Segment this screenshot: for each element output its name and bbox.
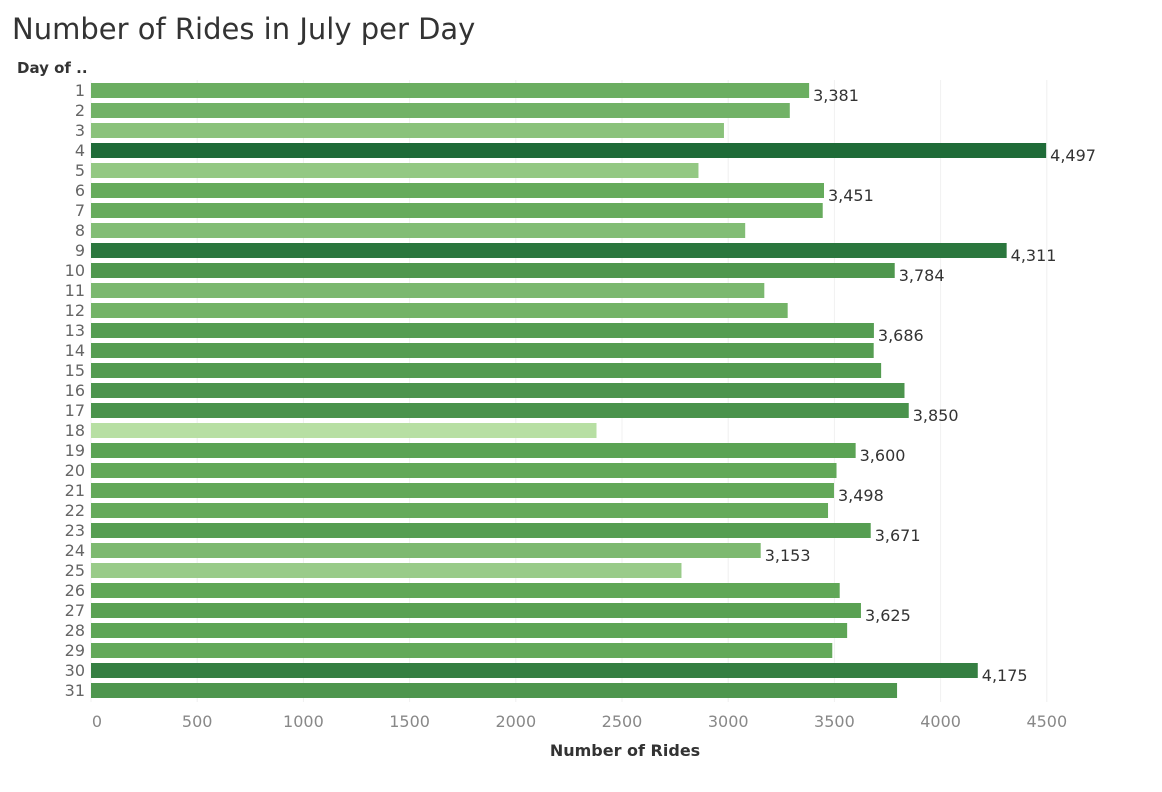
y-tick-label: 2 bbox=[75, 101, 85, 120]
chart-title: Number of Rides in July per Day bbox=[12, 12, 476, 46]
y-tick-label: 12 bbox=[65, 301, 85, 320]
bar[interactable] bbox=[91, 523, 871, 538]
y-tick-label: 31 bbox=[65, 681, 85, 700]
x-tick-label: 4500 bbox=[1026, 712, 1067, 731]
bar[interactable] bbox=[91, 143, 1047, 158]
bar[interactable] bbox=[91, 463, 837, 478]
bar[interactable] bbox=[91, 543, 761, 558]
bar[interactable] bbox=[91, 123, 724, 138]
bar[interactable] bbox=[91, 503, 829, 518]
y-tick-label: 28 bbox=[65, 621, 85, 640]
bar[interactable] bbox=[91, 283, 765, 298]
bar[interactable] bbox=[91, 303, 788, 318]
y-tick-label: 15 bbox=[65, 361, 85, 380]
bar[interactable] bbox=[91, 183, 824, 198]
y-tick-label: 20 bbox=[65, 461, 85, 480]
y-tick-label: 5 bbox=[75, 161, 85, 180]
data-label: 4,175 bbox=[982, 666, 1028, 685]
bar[interactable] bbox=[91, 363, 882, 378]
data-label: 4,311 bbox=[1011, 246, 1057, 265]
y-tick-label: 11 bbox=[65, 281, 85, 300]
bar[interactable] bbox=[91, 623, 848, 638]
bar[interactable] bbox=[91, 663, 978, 678]
x-tick-label: 3000 bbox=[708, 712, 749, 731]
data-label: 3,850 bbox=[913, 406, 959, 425]
bars bbox=[91, 83, 1047, 698]
y-tick-label: 10 bbox=[65, 261, 85, 280]
x-tick-label: 0 bbox=[92, 712, 102, 731]
y-tick-label: 22 bbox=[65, 501, 85, 520]
bar[interactable] bbox=[91, 163, 699, 178]
data-label: 4,497 bbox=[1050, 146, 1096, 165]
bar[interactable] bbox=[91, 83, 810, 98]
bar[interactable] bbox=[91, 603, 861, 618]
x-tick-label: 2000 bbox=[495, 712, 536, 731]
y-tick-label: 27 bbox=[65, 601, 85, 620]
bar[interactable] bbox=[91, 203, 823, 218]
y-tick-label: 14 bbox=[65, 341, 85, 360]
y-tick-label: 9 bbox=[75, 241, 85, 260]
y-tick-label: 16 bbox=[65, 381, 85, 400]
y-tick-label: 6 bbox=[75, 181, 85, 200]
y-tick-label: 1 bbox=[75, 81, 85, 100]
bar[interactable] bbox=[91, 423, 597, 438]
bar[interactable] bbox=[91, 343, 874, 358]
y-tick-label: 25 bbox=[65, 561, 85, 580]
y-tick-label: 30 bbox=[65, 661, 85, 680]
bar[interactable] bbox=[91, 263, 895, 278]
bar[interactable] bbox=[91, 103, 790, 118]
x-tick-label: 3500 bbox=[814, 712, 855, 731]
data-label: 3,671 bbox=[875, 526, 921, 545]
x-tick-label: 1500 bbox=[389, 712, 430, 731]
y-tick-label: 29 bbox=[65, 641, 85, 660]
data-label: 3,498 bbox=[838, 486, 884, 505]
y-tick-label: 4 bbox=[75, 141, 85, 160]
x-axis-title: Number of Rides bbox=[549, 741, 701, 760]
y-tick-label: 8 bbox=[75, 221, 85, 240]
y-tick-label: 26 bbox=[65, 581, 85, 600]
x-tick-label: 4000 bbox=[920, 712, 961, 731]
bar[interactable] bbox=[91, 243, 1007, 258]
y-tick-label: 18 bbox=[65, 421, 85, 440]
y-tick-label: 7 bbox=[75, 201, 85, 220]
bar[interactable] bbox=[91, 683, 898, 698]
data-label: 3,686 bbox=[878, 326, 924, 345]
y-tick-label: 3 bbox=[75, 121, 85, 140]
data-label: 3,381 bbox=[813, 86, 859, 105]
data-labels: 3,381 4,497 3,451 4,311 3,784 3,686 3,850 3,600… bbox=[765, 86, 1096, 685]
y-tick-labels: 1234567891011121314151617181920212223242… bbox=[65, 81, 85, 700]
bar[interactable] bbox=[91, 443, 856, 458]
data-label: 3,625 bbox=[865, 606, 911, 625]
y-tick-label: 17 bbox=[65, 401, 85, 420]
bar[interactable] bbox=[91, 323, 874, 338]
bar[interactable] bbox=[91, 563, 682, 578]
x-tick-labels: 0 500 1000 1500 2000 2500 3000 3500 4000 4500 bbox=[92, 712, 1067, 731]
data-label: 3,451 bbox=[828, 186, 874, 205]
bar[interactable] bbox=[91, 403, 909, 418]
y-tick-label: 13 bbox=[65, 321, 85, 340]
bar[interactable] bbox=[91, 223, 746, 238]
bar[interactable] bbox=[91, 643, 833, 658]
y-tick-label: 19 bbox=[65, 441, 85, 460]
y-axis-header: Day of .. bbox=[17, 59, 88, 77]
x-tick-label: 2500 bbox=[602, 712, 643, 731]
x-tick-label: 500 bbox=[182, 712, 213, 731]
y-tick-label: 24 bbox=[65, 541, 85, 560]
data-label: 3,600 bbox=[860, 446, 906, 465]
y-tick-label: 21 bbox=[65, 481, 85, 500]
bar[interactable] bbox=[91, 483, 834, 498]
data-label: 3,153 bbox=[765, 546, 811, 565]
bar[interactable] bbox=[91, 383, 905, 398]
y-tick-label: 23 bbox=[65, 521, 85, 540]
x-tick-label: 1000 bbox=[283, 712, 324, 731]
data-label: 3,784 bbox=[899, 266, 945, 285]
bar[interactable] bbox=[91, 583, 840, 598]
